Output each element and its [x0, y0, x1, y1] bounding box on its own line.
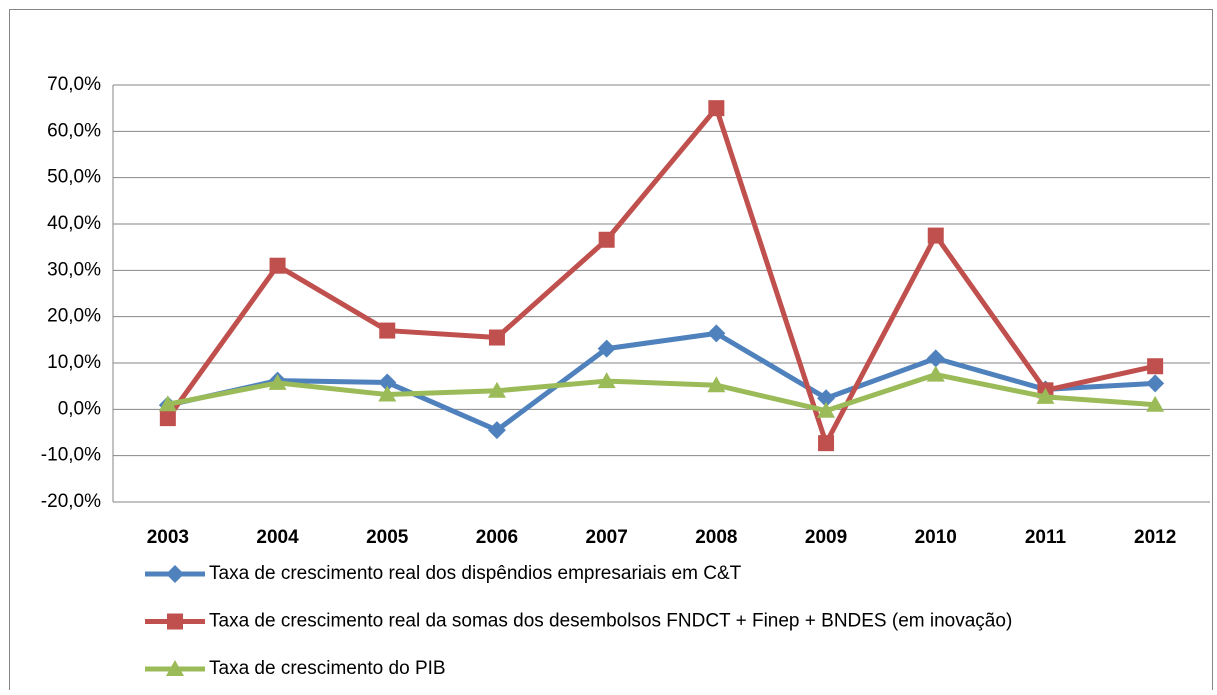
y-tick-label: 70,0%	[47, 74, 101, 95]
legend-label: Taxa de crescimento real da somas dos de…	[209, 611, 1012, 632]
point	[379, 322, 396, 339]
point	[166, 565, 184, 583]
x-tick-label: 2009	[805, 527, 847, 548]
y-tick-label: 20,0%	[47, 306, 101, 327]
y-tick-label: 50,0%	[47, 167, 101, 188]
y-tick-label: -20,0%	[41, 491, 101, 512]
x-tick-label: 2007	[586, 527, 628, 548]
legend-label: Taxa de crescimento real dos dispêndios …	[209, 563, 742, 584]
point	[926, 365, 945, 382]
series-line	[167, 372, 1156, 414]
point	[1036, 387, 1055, 404]
point	[268, 373, 287, 390]
y-tick-label: -10,0%	[41, 445, 101, 466]
point	[269, 257, 286, 274]
y-tick-label: 0,0%	[58, 398, 101, 419]
point	[817, 401, 836, 418]
y-tick-label: 60,0%	[47, 120, 101, 141]
point	[818, 435, 835, 452]
point	[166, 660, 184, 676]
point	[487, 381, 506, 398]
point	[708, 100, 725, 117]
legend-label: Taxa de crescimento do PIB	[209, 658, 446, 679]
point	[378, 373, 397, 392]
point	[159, 410, 176, 427]
point	[927, 227, 944, 244]
point	[926, 349, 945, 368]
x-tick-label: 2008	[695, 527, 737, 548]
y-tick-label: 40,0%	[47, 213, 101, 234]
point	[488, 329, 505, 346]
point	[167, 613, 183, 630]
y-tick-label: 10,0%	[47, 352, 101, 373]
x-tick-label: 2006	[476, 527, 518, 548]
x-tick-label: 2003	[147, 527, 189, 548]
series-line	[165, 105, 1156, 446]
point	[817, 389, 836, 408]
x-tick-label: 2005	[366, 527, 409, 548]
point	[598, 231, 615, 248]
x-tick-label: 2012	[1134, 527, 1176, 548]
point	[707, 324, 726, 343]
point	[707, 376, 726, 393]
x-tick-label: 2010	[915, 527, 957, 548]
x-tick-label: 2004	[256, 527, 299, 548]
point	[158, 395, 177, 412]
point	[1146, 395, 1165, 412]
point	[487, 421, 506, 440]
y-tick-label: 30,0%	[47, 259, 101, 280]
point	[597, 372, 616, 389]
point	[1146, 374, 1165, 393]
series-line	[167, 330, 1156, 433]
point	[597, 339, 616, 358]
x-tick-label: 2011	[1025, 527, 1067, 548]
point	[1147, 358, 1164, 375]
point	[378, 385, 397, 402]
